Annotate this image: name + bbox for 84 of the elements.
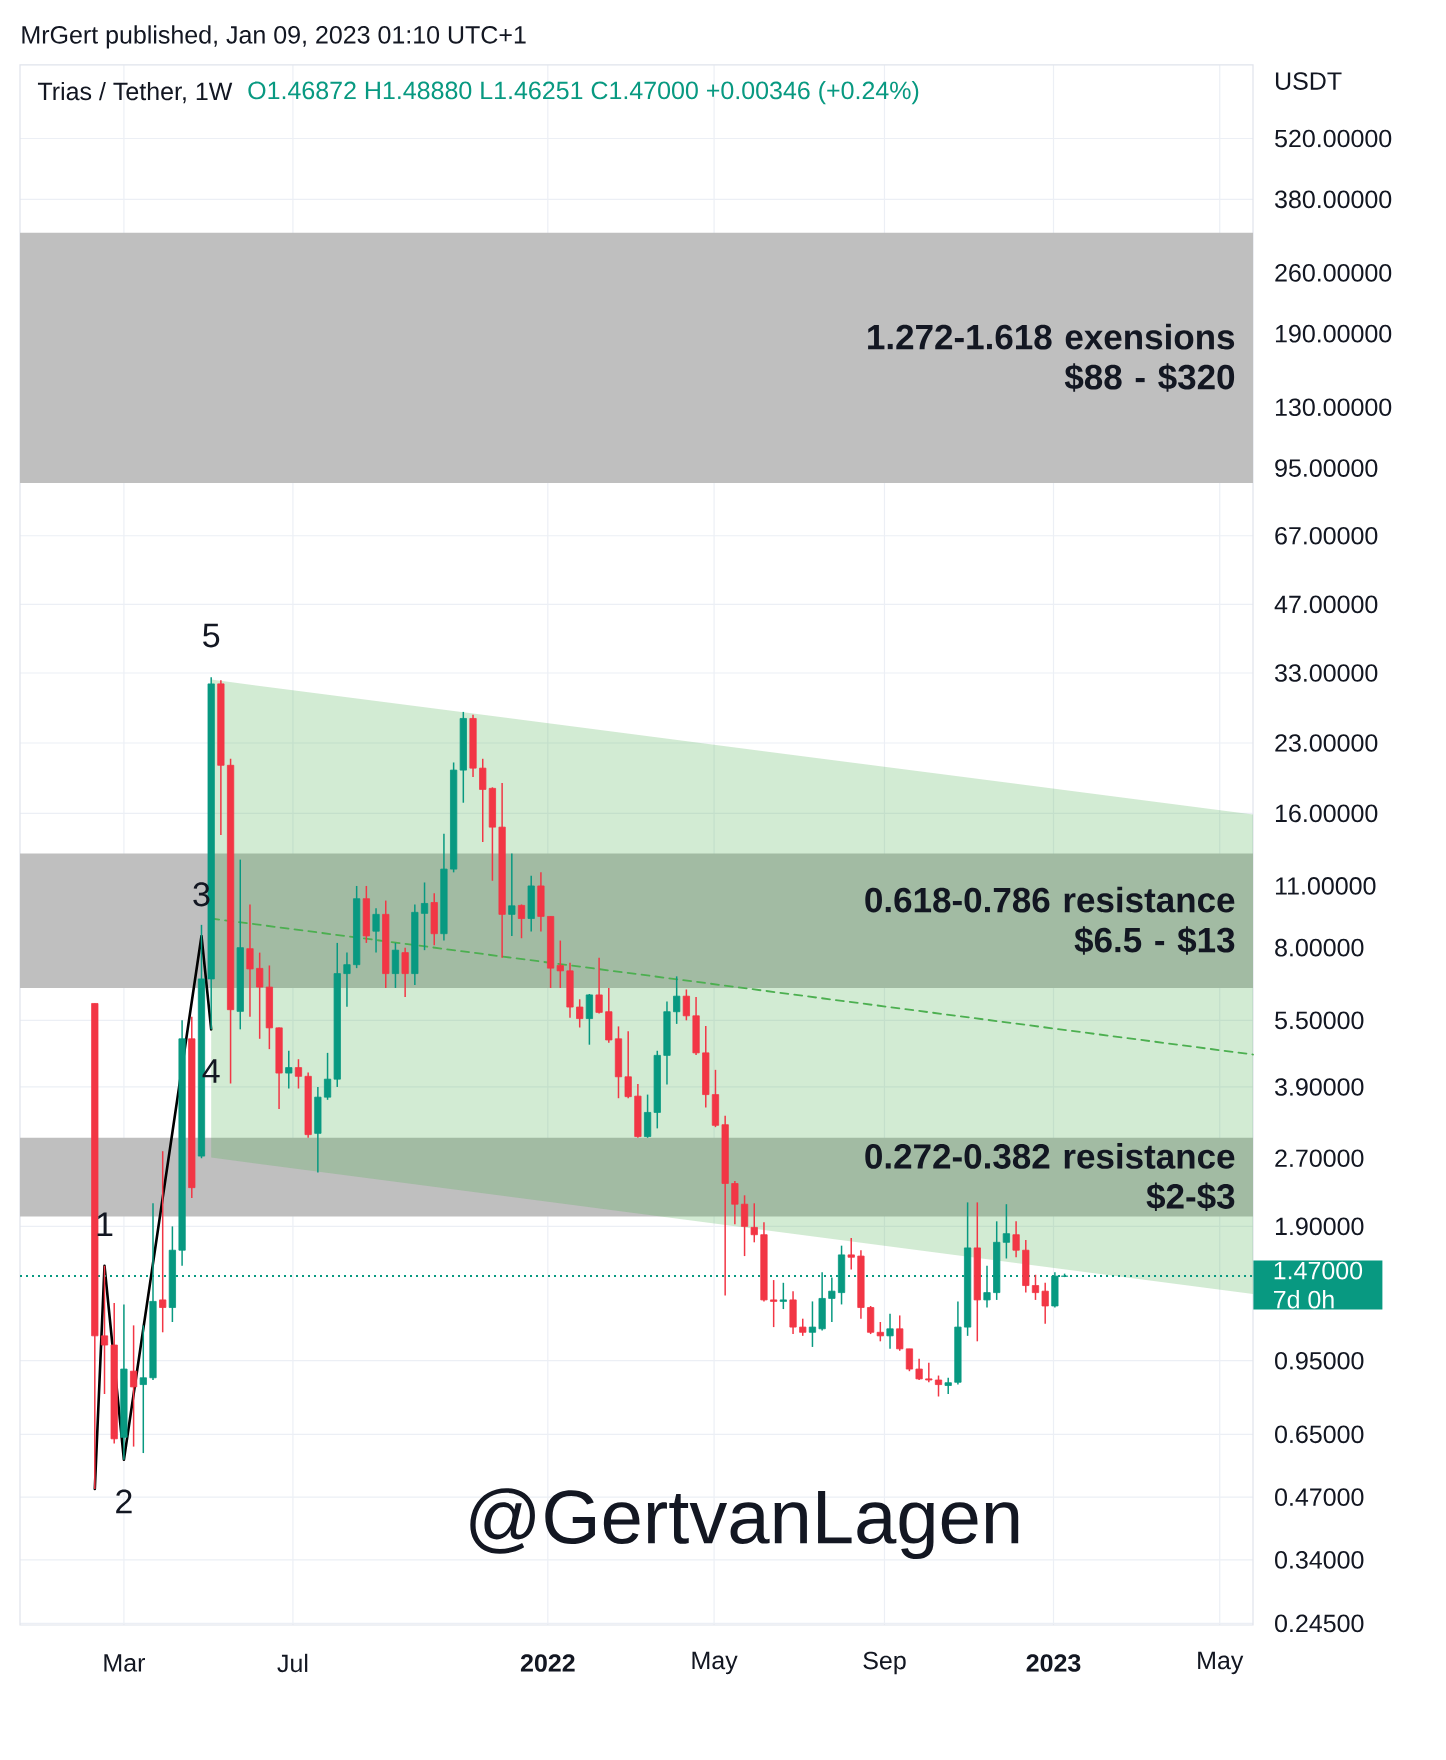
x-tick-label: 2023 — [1026, 1654, 1081, 1672]
y-tick-label: 67.00000 — [1275, 526, 1378, 545]
candlestick — [595, 956, 603, 1015]
annotation: 5 — [203, 623, 220, 648]
y-tick-label: 11.00000 — [1275, 877, 1376, 895]
candlestick — [673, 975, 681, 1025]
y-tick-label: 47.00000 — [1274, 595, 1378, 614]
candlestick — [682, 988, 690, 1022]
band-label: 0.618-0.786 resistance $6.5 - $13 — [865, 886, 1235, 955]
y-tick-label: 520.00000 — [1275, 129, 1392, 148]
candlestick — [876, 1321, 884, 1343]
candlestick — [401, 946, 409, 998]
candlestick — [925, 1362, 933, 1384]
candlestick — [585, 993, 593, 1046]
y-tick-label: 0.65000 — [1275, 1425, 1364, 1444]
candlestick — [779, 1282, 787, 1310]
candlestick — [934, 1374, 943, 1398]
y-tick-label: 190.00000 — [1275, 324, 1392, 343]
y-tick-label: 0.95000 — [1275, 1351, 1364, 1370]
candlestick — [246, 903, 254, 1018]
candlestick — [750, 1202, 758, 1244]
y-tick-label: 95.00000 — [1275, 459, 1378, 477]
candlestick — [1002, 1203, 1010, 1260]
y-tick-label: 1.90000 — [1275, 1217, 1364, 1236]
chart-subtitle: MrGert published, Jan 09, 2023 01:10 UTC+1 — [22, 25, 526, 49]
annotation: 2 — [116, 1489, 132, 1514]
x-tick-label: May — [692, 1651, 738, 1675]
candlestick — [391, 942, 400, 989]
y-tick-label: 3.90000 — [1275, 1078, 1364, 1096]
y-tick-label: 0.24500 — [1275, 1614, 1364, 1633]
x-tick-label: Jul — [277, 1653, 308, 1673]
candlestick — [294, 1058, 303, 1090]
candlestick — [770, 1279, 778, 1328]
candlestick — [139, 1324, 147, 1454]
candlestick — [576, 998, 584, 1029]
x-tick-label: 2022 — [520, 1654, 575, 1672]
y-tick-label: 16.00000 — [1275, 804, 1378, 823]
candlestick — [983, 1265, 991, 1309]
candlestick — [479, 758, 487, 843]
y-tick-label: 260.00000 — [1275, 264, 1392, 282]
x-tick-label: May — [1198, 1651, 1244, 1675]
candlestick — [896, 1314, 904, 1352]
candlestick — [323, 1052, 332, 1101]
y-tick-label: 23.00000 — [1275, 734, 1378, 752]
candlestick — [731, 1180, 739, 1226]
candlestick — [100, 1265, 109, 1395]
candlestick — [343, 951, 351, 1008]
y-tick-label: 130.00000 — [1275, 398, 1392, 417]
candlestick — [159, 1150, 167, 1334]
y-tick-label: 33.00000 — [1275, 664, 1378, 682]
candlestick — [285, 1050, 293, 1090]
y-tick-label: 380.00000 — [1275, 190, 1392, 209]
band-label: 0.272-0.382 resistance $2-$3 — [865, 1143, 1235, 1212]
candlestick — [130, 1324, 138, 1448]
candlestick — [1031, 1274, 1040, 1301]
candlestick — [808, 1300, 817, 1348]
candlestick — [420, 881, 429, 951]
y-tick-label: 0.34000 — [1275, 1551, 1364, 1569]
candlestick — [624, 1030, 632, 1099]
x-tick-label: Mar — [104, 1654, 146, 1672]
candlestick — [847, 1237, 855, 1271]
ref-line-label: 1.47000 — [1274, 1261, 1363, 1280]
candlestick — [517, 903, 526, 939]
annotation: O1.46872 H1.48880 L1.46251 C1.47000 +0.00346 (+0.24%) — [248, 80, 919, 105]
text: Trias / Tether, 1W — [37, 81, 233, 104]
y-tick-label: 0.47000 — [1275, 1488, 1364, 1506]
y-axis-title: USDT — [1275, 72, 1342, 90]
candlestick — [256, 951, 264, 1040]
candlestick — [944, 1377, 952, 1395]
candlestick — [1041, 1282, 1049, 1325]
candlestick — [740, 1194, 749, 1257]
y-tick-label: 5.50000 — [1275, 1011, 1364, 1030]
y-tick-label: 8.00000 — [1275, 938, 1364, 957]
x-tick-label: Sep — [863, 1651, 906, 1675]
candlestick — [556, 939, 564, 989]
text: 7d 0h — [1274, 1290, 1334, 1309]
candlestick — [905, 1348, 914, 1372]
y-tick-label: 2.70000 — [1275, 1149, 1364, 1168]
candlestick — [886, 1313, 894, 1350]
annotation: @GertvanLagen — [470, 1488, 1019, 1560]
candlestick — [1012, 1220, 1020, 1259]
band-label: 1.272-1.618 exensions $88 - $320 — [868, 323, 1235, 392]
candlestick — [372, 907, 380, 954]
candlestick — [508, 852, 516, 937]
